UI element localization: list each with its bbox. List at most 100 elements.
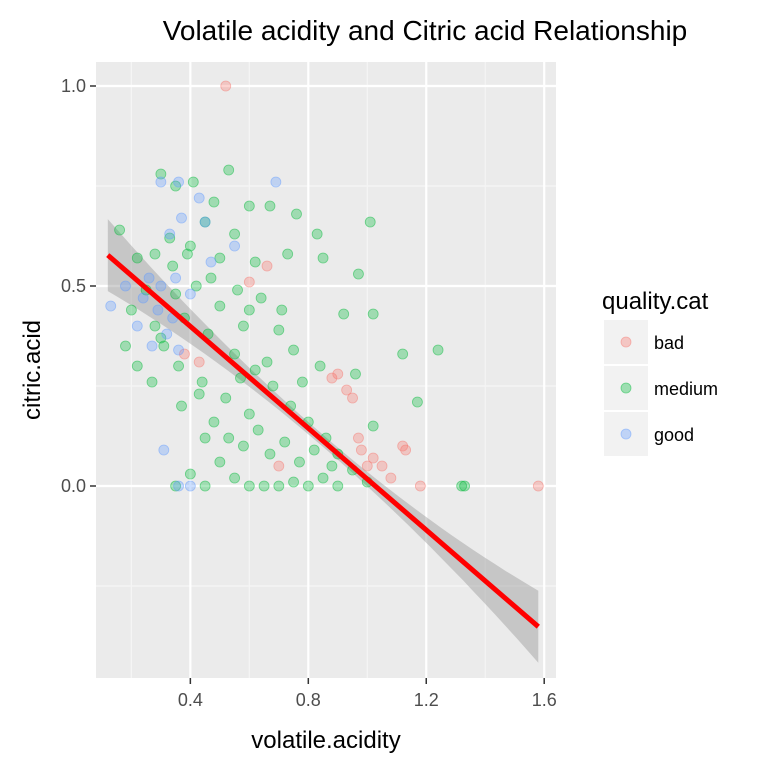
point-good bbox=[152, 304, 164, 316]
point-medium bbox=[308, 444, 320, 456]
point-bad bbox=[243, 276, 255, 288]
point-medium bbox=[173, 360, 184, 372]
point-medium bbox=[317, 472, 329, 484]
point-bad bbox=[193, 356, 205, 368]
point-medium bbox=[302, 480, 314, 492]
point-medium bbox=[214, 456, 226, 468]
point-medium bbox=[267, 380, 279, 392]
point-medium bbox=[199, 480, 211, 492]
regression-line-layer bbox=[106, 253, 540, 629]
legend-swatch-good bbox=[620, 428, 632, 440]
point-good bbox=[155, 280, 167, 292]
point-good bbox=[205, 256, 217, 268]
point-medium bbox=[170, 288, 182, 300]
point-good bbox=[137, 292, 149, 304]
point-medium bbox=[114, 224, 125, 236]
point-medium bbox=[273, 480, 285, 492]
point-bad bbox=[532, 480, 544, 492]
legend-title: quality.cat bbox=[602, 288, 709, 315]
point-good bbox=[173, 480, 184, 492]
regression-line bbox=[106, 253, 540, 629]
x-tick-labels: 0.4 0.8 1.2 1.6 bbox=[178, 690, 557, 710]
point-medium bbox=[125, 304, 137, 316]
point-medium bbox=[273, 324, 285, 336]
point-medium bbox=[249, 256, 261, 268]
point-medium bbox=[288, 476, 299, 488]
point-medium bbox=[397, 348, 409, 360]
point-medium bbox=[235, 372, 246, 384]
point-medium bbox=[149, 248, 161, 260]
point-bad bbox=[179, 348, 190, 360]
point-medium bbox=[255, 292, 267, 304]
point-medium bbox=[243, 200, 255, 212]
point-medium bbox=[332, 480, 344, 492]
point-medium bbox=[456, 480, 468, 492]
point-good bbox=[105, 300, 117, 312]
point-medium bbox=[311, 228, 323, 240]
point-medium bbox=[249, 364, 261, 376]
point-good bbox=[173, 176, 184, 188]
point-bad bbox=[385, 472, 397, 484]
point-medium bbox=[182, 248, 193, 260]
point-medium bbox=[155, 168, 167, 180]
point-bad bbox=[400, 444, 412, 456]
x-tick-label: 0.8 bbox=[296, 690, 321, 710]
point-medium bbox=[264, 448, 276, 460]
point-good bbox=[131, 320, 143, 332]
legend-label-bad: bad bbox=[654, 333, 684, 353]
point-good bbox=[170, 272, 182, 284]
point-bad bbox=[414, 480, 426, 492]
legend-swatch-medium bbox=[620, 382, 632, 394]
point-good bbox=[158, 444, 170, 456]
point-good bbox=[120, 280, 131, 292]
point-medium bbox=[238, 320, 249, 332]
point-medium bbox=[184, 240, 196, 252]
y-axis-title: citric.acid bbox=[19, 320, 46, 420]
point-bad bbox=[353, 432, 364, 444]
point-bad bbox=[341, 384, 353, 396]
point-medium bbox=[238, 440, 249, 452]
x-tick-label: 0.4 bbox=[178, 690, 203, 710]
point-medium bbox=[205, 272, 217, 284]
point-bad bbox=[326, 372, 338, 384]
point-bad bbox=[273, 460, 285, 472]
point-medium bbox=[364, 216, 376, 228]
y-tick-label: 0.0 bbox=[61, 476, 86, 496]
legend-entries: bad medium good bbox=[604, 320, 718, 456]
point-medium bbox=[243, 480, 255, 492]
point-medium bbox=[243, 408, 255, 420]
point-bad bbox=[220, 80, 232, 92]
point-good bbox=[143, 272, 155, 284]
point-medium bbox=[158, 340, 170, 352]
point-medium bbox=[367, 420, 379, 432]
point-medium bbox=[252, 424, 264, 436]
axis-ticks bbox=[90, 85, 545, 684]
point-medium bbox=[131, 252, 143, 264]
point-medium bbox=[367, 308, 379, 320]
chart-title: Volatile acidity and Citric acid Relatio… bbox=[163, 15, 688, 46]
point-medium bbox=[432, 344, 444, 356]
point-medium bbox=[317, 252, 329, 264]
point-medium bbox=[314, 360, 326, 372]
point-medium bbox=[353, 268, 364, 280]
point-medium bbox=[155, 332, 167, 344]
point-medium bbox=[220, 392, 232, 404]
point-medium bbox=[229, 228, 240, 240]
point-medium bbox=[131, 360, 143, 372]
point-bad bbox=[361, 460, 373, 472]
point-medium bbox=[176, 400, 187, 412]
point-good bbox=[155, 176, 167, 188]
point-good bbox=[199, 216, 211, 228]
point-medium bbox=[243, 304, 255, 316]
x-tick-label: 1.6 bbox=[532, 690, 557, 710]
legend-key-medium bbox=[604, 366, 648, 410]
point-medium bbox=[199, 432, 211, 444]
point-good bbox=[229, 240, 240, 252]
point-medium bbox=[184, 468, 196, 480]
point-good bbox=[164, 228, 176, 240]
point-good bbox=[173, 344, 184, 356]
legend: quality.cat bad medium good bbox=[602, 288, 718, 456]
y-tick-label: 0.5 bbox=[61, 276, 86, 296]
x-axis-title: volatile.acidity bbox=[251, 727, 400, 754]
